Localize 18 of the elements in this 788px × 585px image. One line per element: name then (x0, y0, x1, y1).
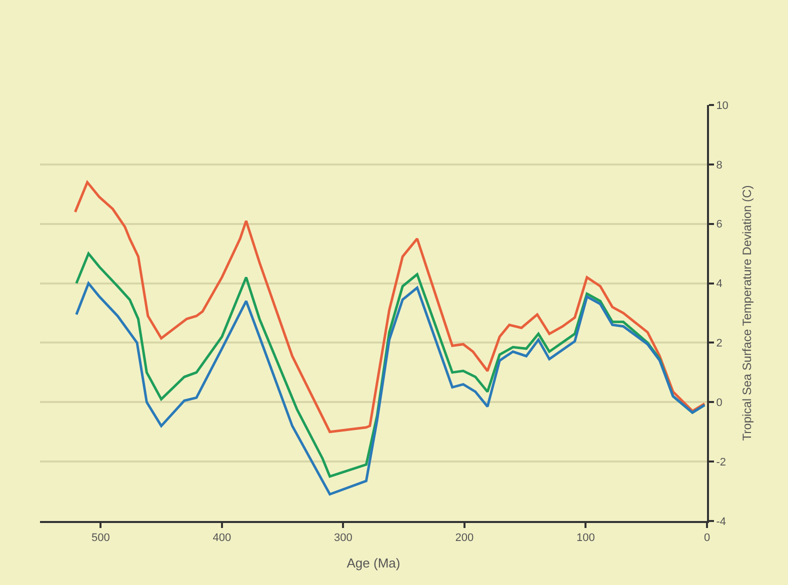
x-tick-label: 200 (455, 532, 474, 544)
line-series (74, 181, 706, 434)
x-tick-label: 400 (212, 532, 232, 544)
line-series (75, 282, 706, 496)
y-tick-label: 4 (716, 278, 722, 290)
y-axis-title: Tropical Sea Surface Temperature Deviation (C) (740, 185, 754, 441)
y-tick-label: -2 (716, 456, 726, 468)
y-tick-label: 0 (716, 396, 722, 409)
x-tick-label: 500 (91, 532, 110, 544)
x-tick-label: 0 (704, 532, 710, 544)
y-tick-label: -4 (716, 516, 726, 528)
y-tick-label: 10 (716, 100, 728, 112)
x-axis-title: Age (Ma) (346, 555, 400, 570)
x-tick-label: 300 (334, 532, 352, 544)
y-tick-label: 6 (716, 218, 722, 231)
y-tick-label: 8 (716, 159, 722, 172)
y-tick-label: 2 (716, 338, 722, 350)
x-tick-label: 100 (576, 532, 595, 544)
